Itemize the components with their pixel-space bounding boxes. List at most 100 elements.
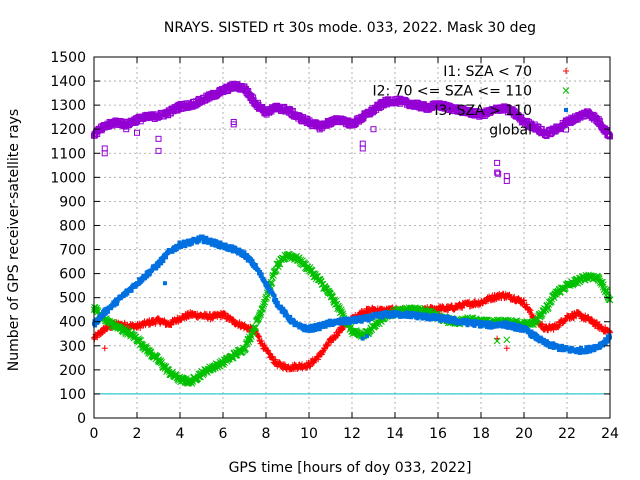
data-point — [105, 309, 110, 314]
data-point — [341, 316, 346, 321]
data-point — [258, 338, 265, 345]
data-point — [98, 316, 103, 321]
data-point — [275, 300, 280, 305]
x-tick-label: 24 — [601, 426, 619, 442]
data-point — [588, 316, 595, 323]
data-point — [279, 304, 284, 309]
data-point — [512, 322, 517, 327]
data-point — [431, 313, 436, 318]
x-tick-label: 10 — [300, 426, 318, 442]
data-point — [269, 353, 276, 360]
chart-title: NRAYS. SISTED rt 30s mode. 033, 2022. Ma… — [164, 20, 536, 36]
data-point — [183, 244, 188, 249]
data-point — [500, 290, 507, 297]
data-point — [555, 324, 562, 331]
outlier-point — [359, 145, 366, 152]
data-point — [205, 237, 210, 242]
outlier-point — [503, 177, 510, 184]
data-point — [406, 314, 411, 319]
data-point — [518, 324, 523, 329]
y-tick-label: 1400 — [50, 74, 86, 90]
outlier-point — [155, 147, 162, 154]
data-point — [209, 315, 216, 322]
data-point — [204, 235, 209, 240]
data-point — [397, 310, 402, 315]
x-tick-label: 16 — [429, 426, 447, 442]
x-tick-label: 22 — [558, 426, 576, 442]
outlier-point — [503, 173, 510, 180]
data-point — [526, 306, 533, 313]
data-point — [334, 332, 341, 339]
legend-label: I2: 70 <= SZA <= 110 — [372, 84, 532, 100]
legend-marker — [563, 126, 569, 133]
data-point — [355, 315, 360, 320]
data-point — [541, 337, 546, 342]
data-point — [258, 269, 263, 274]
outlier-point — [503, 336, 511, 344]
x-tick-label: 2 — [133, 426, 142, 442]
data-point — [109, 306, 114, 311]
data-point — [230, 244, 235, 249]
outlier-point — [359, 140, 366, 147]
data-point — [315, 356, 322, 363]
series-3 — [91, 80, 613, 184]
data-point — [538, 312, 546, 319]
outlier-point — [123, 126, 130, 133]
data-point — [93, 323, 98, 328]
outlier-point — [360, 336, 365, 341]
data-point — [367, 313, 372, 318]
x-tick-label: 6 — [219, 426, 228, 442]
data-point — [607, 333, 612, 338]
data-point — [94, 334, 101, 341]
legend-label: I3: SZA > 110 — [434, 103, 532, 119]
data-point — [557, 344, 562, 349]
data-point — [510, 326, 515, 331]
data-point — [556, 322, 563, 329]
data-point — [223, 242, 228, 247]
x-tick-label: 20 — [515, 426, 533, 442]
legend: I1: SZA < 70 I2: 70 <= SZA <= 110 I3: SZA … — [372, 64, 570, 139]
data-point — [326, 323, 331, 328]
data-point — [260, 300, 268, 308]
outlier-point — [230, 118, 237, 125]
x-axis-label: GPS time [hours of doy 033, 2022] — [229, 460, 472, 476]
series-2 — [92, 234, 612, 355]
legend-marker — [562, 87, 570, 94]
data-point — [578, 345, 583, 350]
data-point — [347, 321, 352, 326]
series-layer — [90, 80, 614, 387]
legend-label: global — [489, 123, 532, 139]
data-point — [150, 268, 155, 273]
data-point — [242, 250, 247, 255]
data-point — [259, 304, 267, 312]
data-point — [379, 313, 384, 318]
data-point — [272, 266, 280, 274]
data-point — [168, 321, 175, 328]
data-point — [584, 350, 589, 355]
data-point — [215, 240, 220, 245]
data-point — [574, 350, 579, 355]
y-axis-label: Number of GPS receiver-satellite rays — [6, 109, 22, 371]
data-point — [587, 344, 592, 349]
data-point — [211, 238, 216, 243]
data-point — [233, 245, 238, 250]
outlier-point — [101, 345, 108, 352]
data-point — [201, 235, 206, 240]
outlier-point — [493, 337, 501, 345]
data-point — [307, 363, 314, 370]
data-point — [291, 319, 296, 324]
outlier-point — [365, 334, 370, 339]
y-tick-label: 1300 — [50, 98, 86, 114]
data-point — [221, 310, 228, 317]
y-axis-ticks: 0 100 200 300 400 500 600 700 800 900 1000 1100 1200… — [50, 50, 610, 427]
data-point — [93, 304, 101, 312]
outlier-point — [494, 159, 501, 166]
data-point — [352, 315, 357, 320]
data-point — [230, 317, 237, 324]
data-point — [317, 327, 322, 332]
data-point — [324, 342, 331, 349]
data-point — [479, 319, 483, 324]
legend-marker — [564, 108, 568, 112]
data-point — [332, 321, 337, 326]
data-point — [266, 284, 271, 289]
